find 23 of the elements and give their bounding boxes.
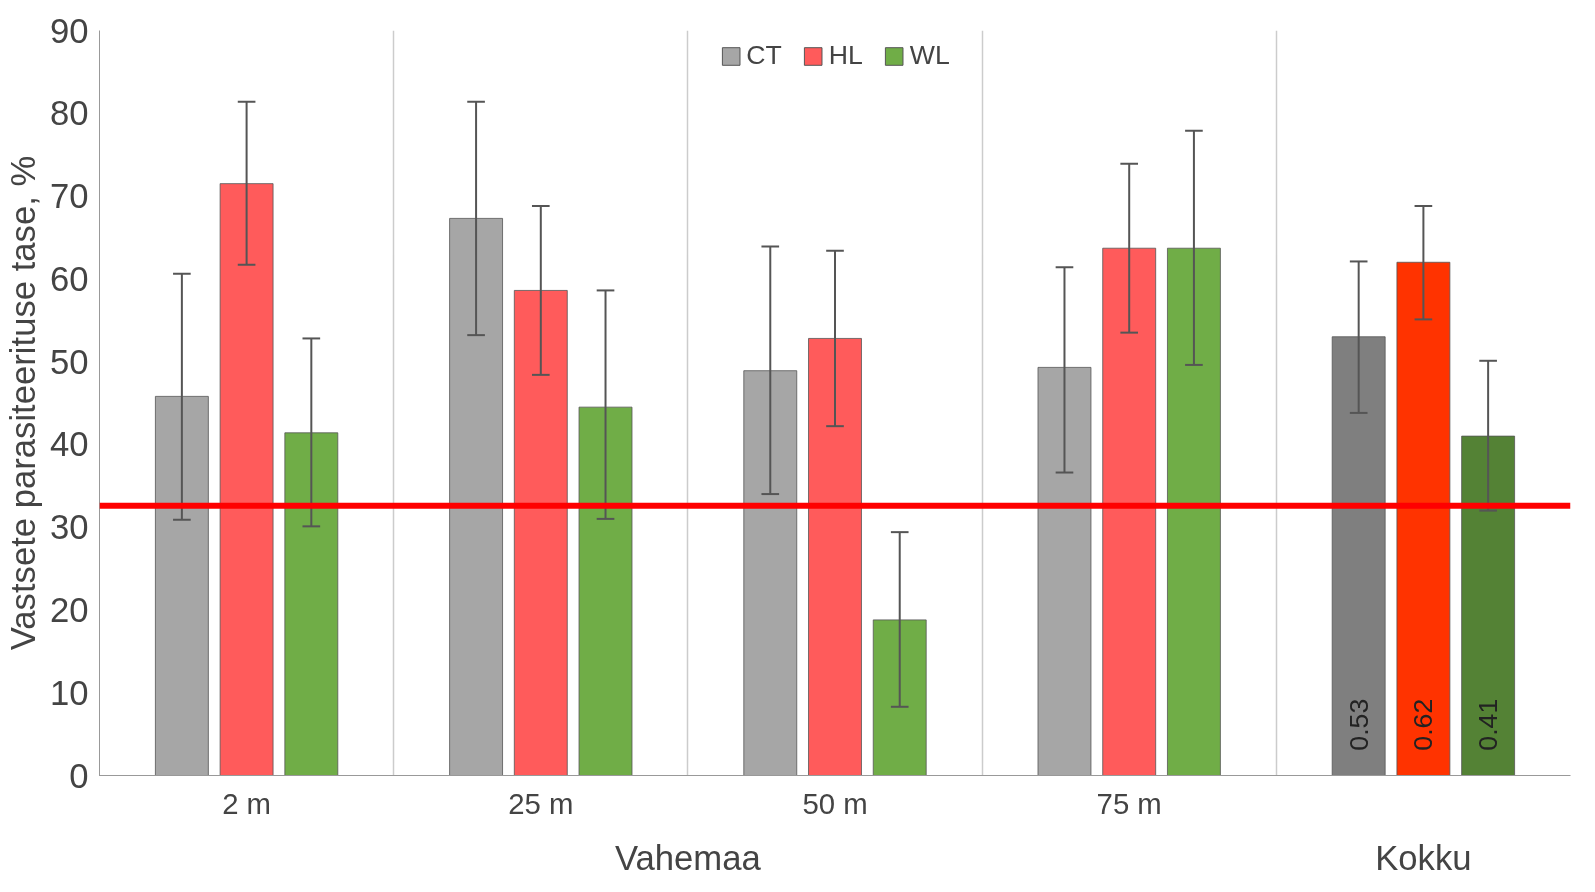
text: Kokku [1375, 838, 1472, 877]
y-tick-label: 0 [69, 756, 89, 795]
annotation: 0.53 [1343, 698, 1374, 751]
y-tick-label: 40 [49, 425, 89, 464]
y-tick-label: 80 [49, 94, 89, 133]
legend-label: HL [828, 40, 863, 71]
text: Vahemaa [615, 838, 762, 877]
y-axis-title: Vastsete parasiteerituse tase, % [3, 155, 42, 651]
annotation: 0.41 [1473, 698, 1504, 751]
x-tick-label: 2 m [222, 786, 272, 820]
y-tick-label: 30 [49, 508, 89, 547]
legend-label: WL [909, 40, 950, 71]
x-tick-label: 25 m [508, 786, 574, 820]
x-tick-label: 75 m [1096, 786, 1162, 820]
x-tick-label: 50 m [802, 786, 868, 820]
y-tick-label: 60 [49, 259, 89, 298]
y-tick-label: 10 [49, 673, 89, 712]
y-tick-label: 20 [49, 590, 89, 629]
y-tick-label: 50 [49, 342, 89, 381]
legend-label: CT [746, 40, 782, 71]
y-tick-label: 90 [49, 11, 89, 50]
annotation: 0.62 [1408, 698, 1439, 751]
y-tick-label: 70 [49, 177, 89, 216]
